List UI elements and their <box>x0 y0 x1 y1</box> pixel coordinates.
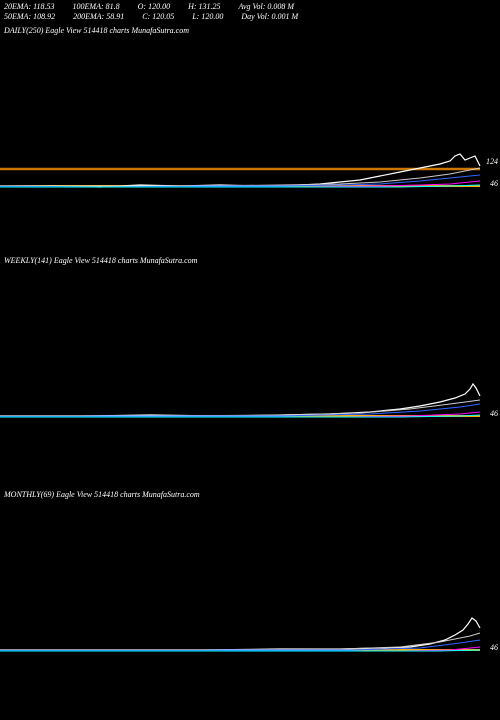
chart-panel-weekly: WEEKLY(141) Eagle View 514418 charts Mun… <box>0 256 500 461</box>
header-stats: 20EMA: 118.53 100EMA: 81.8 O: 120.00 H: 131… <box>4 2 298 23</box>
stat-20ema: 20EMA: 118.53 <box>4 2 55 12</box>
stat-100ema: 100EMA: 81.8 <box>73 2 120 12</box>
y-axis-label: 46 <box>490 643 498 652</box>
series-ema50 <box>0 404 480 416</box>
chart-panel-daily: DAILY(250) Eagle View 514418 charts Muna… <box>0 26 500 231</box>
stat-50ema: 50EMA: 108.92 <box>4 12 55 22</box>
stat-day-vol: Day Vol: 0.001 M <box>241 12 298 22</box>
header-row-2: 50EMA: 108.92 200EMA: 58.91 C: 120.05 L: 12… <box>4 12 298 22</box>
chart-svg-monthly <box>0 490 500 695</box>
y-axis-label: 124 <box>486 157 498 166</box>
series-price_high <box>0 618 480 650</box>
stat-avg-vol: Avg Vol: 0.008 M <box>239 2 295 12</box>
stat-h: H: 131.25 <box>188 2 220 12</box>
chart-title-monthly: MONTHLY(69) Eagle View 514418 charts Mun… <box>4 490 200 499</box>
series-ema50 <box>0 640 480 650</box>
stat-c: C: 120.05 <box>142 12 174 22</box>
y-axis-label: 46 <box>490 179 498 188</box>
series-price_high <box>0 384 480 416</box>
chart-svg-daily <box>0 26 500 231</box>
chart-panel-monthly: MONTHLY(69) Eagle View 514418 charts Mun… <box>0 490 500 695</box>
stat-l: L: 120.00 <box>192 12 223 22</box>
y-axis-label: 46 <box>490 409 498 418</box>
chart-title-daily: DAILY(250) Eagle View 514418 charts Muna… <box>4 26 189 35</box>
stat-o: O: 120.00 <box>138 2 170 12</box>
chart-svg-weekly <box>0 256 500 461</box>
chart-title-weekly: WEEKLY(141) Eagle View 514418 charts Mun… <box>4 256 197 265</box>
stat-200ema: 200EMA: 58.91 <box>73 12 124 22</box>
header-row-1: 20EMA: 118.53 100EMA: 81.8 O: 120.00 H: 131… <box>4 2 298 12</box>
